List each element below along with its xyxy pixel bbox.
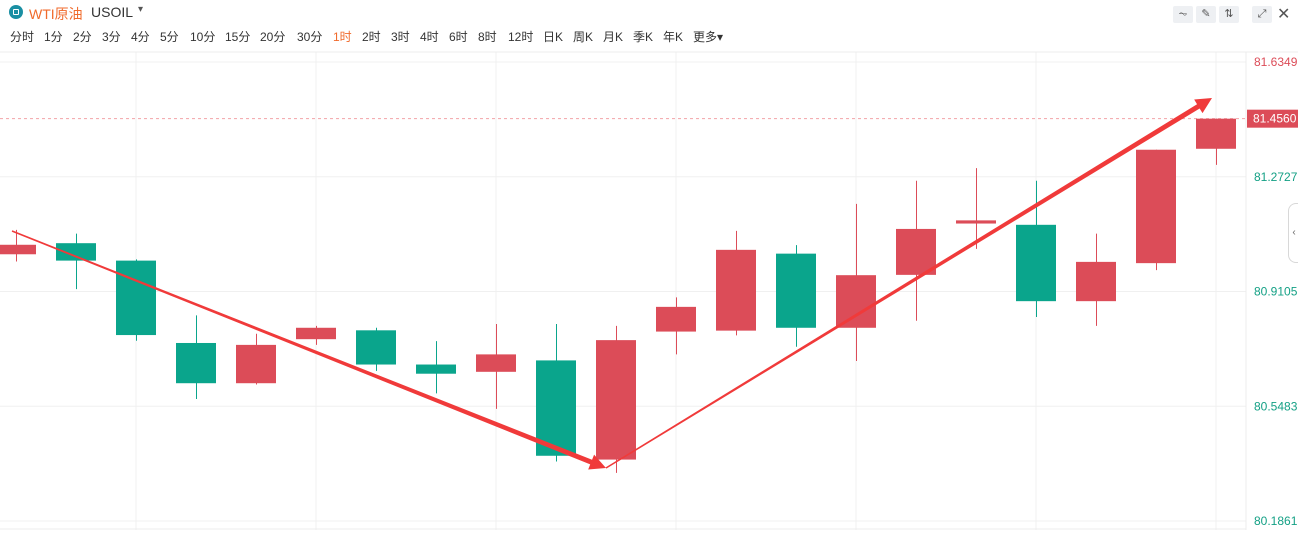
candle-body-up <box>1196 118 1236 149</box>
candle-body-down <box>56 243 96 261</box>
interval-tab[interactable]: 4分 <box>131 30 150 44</box>
close-icon[interactable]: ✕ <box>1277 6 1291 23</box>
y-tick-label: 81.6349 <box>1254 55 1298 69</box>
y-tick-label: 81.2727 <box>1254 170 1298 184</box>
interval-tab[interactable]: 分时 <box>10 30 35 44</box>
interval-tab[interactable]: 30分 <box>297 30 323 44</box>
interval-tab[interactable]: 5分 <box>160 30 179 44</box>
current-price-label: 81.4560 <box>1253 112 1297 126</box>
line-tool-icon[interactable]: ⏦ <box>1173 6 1193 23</box>
candle-style-icon[interactable]: ⇅ <box>1219 6 1239 23</box>
interval-tab[interactable]: 4时 <box>420 30 439 44</box>
interval-tab[interactable]: 10分 <box>190 30 216 44</box>
candle-body-up <box>1076 261 1116 302</box>
uptrend-arrow <box>605 98 1212 469</box>
candle-body-down <box>536 360 576 456</box>
interval-tab[interactable]: 12时 <box>508 30 534 44</box>
interval-tab[interactable]: 3时 <box>391 30 410 44</box>
interval-tab[interactable]: 更多▾ <box>693 30 724 44</box>
candle-body-up <box>236 344 276 384</box>
y-tick-label: 80.5483 <box>1254 399 1298 413</box>
symbol-dropdown-caret-icon[interactable]: ▾ <box>138 4 144 15</box>
candle-body-up <box>476 354 516 372</box>
interval-tab[interactable]: 8时 <box>478 30 497 44</box>
interval-tabs: 分时 1分 2分 3分 4分 5分 10分 15分 20分 30分 1时 2时 3时 4时 6时 8时 12时日… <box>0 28 800 46</box>
draw-tool-icon[interactable]: ✎ <box>1196 6 1216 23</box>
interval-tab[interactable]: 1分 <box>44 30 63 44</box>
interval-tab[interactable]: 15分 <box>225 30 251 44</box>
interval-tab[interactable]: 2时 <box>362 30 381 44</box>
interval-tab[interactable]: 6时 <box>449 30 468 44</box>
y-tick-label: 80.1861 <box>1254 514 1298 528</box>
interval-tab[interactable]: 日K <box>543 30 564 44</box>
interval-tab[interactable]: 1时 <box>333 30 352 44</box>
candle-body-down <box>416 364 456 374</box>
candle-body-down <box>1016 224 1056 302</box>
interval-tab[interactable]: 月K <box>603 30 624 44</box>
side-panel-toggle-icon[interactable]: ‹ <box>1288 203 1298 263</box>
candle-body-up <box>956 220 996 224</box>
candle-body-up <box>596 340 636 460</box>
current-price-tag <box>1247 109 1298 128</box>
candle-body-up <box>656 306 696 332</box>
candle-body-up <box>896 228 936 275</box>
candle-body-down <box>776 253 816 328</box>
interval-tab[interactable]: 2分 <box>73 30 92 44</box>
candle-body-up <box>0 244 36 255</box>
candle-body-down <box>176 342 216 384</box>
interval-tab[interactable]: 3分 <box>102 30 121 44</box>
y-tick-label: 80.9105 <box>1254 285 1298 299</box>
downtrend-arrow <box>11 230 607 470</box>
symbol-name[interactable]: WTI原油 <box>29 6 83 22</box>
chart-header: WTI原油 USOIL ▾ ⏦ ✎ ⇅ ⤢ ✕ <box>0 0 1298 26</box>
interval-tab[interactable]: 年K <box>663 30 684 44</box>
candle-body-down <box>116 260 156 336</box>
interval-tab[interactable]: 季K <box>633 30 654 44</box>
interval-tab[interactable]: 20分 <box>260 30 286 44</box>
symbol-icon <box>9 5 23 19</box>
interval-tab[interactable]: 周K <box>573 30 594 44</box>
candle-body-up <box>836 275 876 328</box>
candle-body-up <box>1136 149 1176 264</box>
candle-body-down <box>356 330 396 365</box>
fullscreen-icon[interactable]: ⤢ <box>1252 6 1272 23</box>
symbol-code[interactable]: USOIL <box>91 4 134 20</box>
candle-body-up <box>296 327 336 340</box>
candle-body-up <box>716 249 756 331</box>
